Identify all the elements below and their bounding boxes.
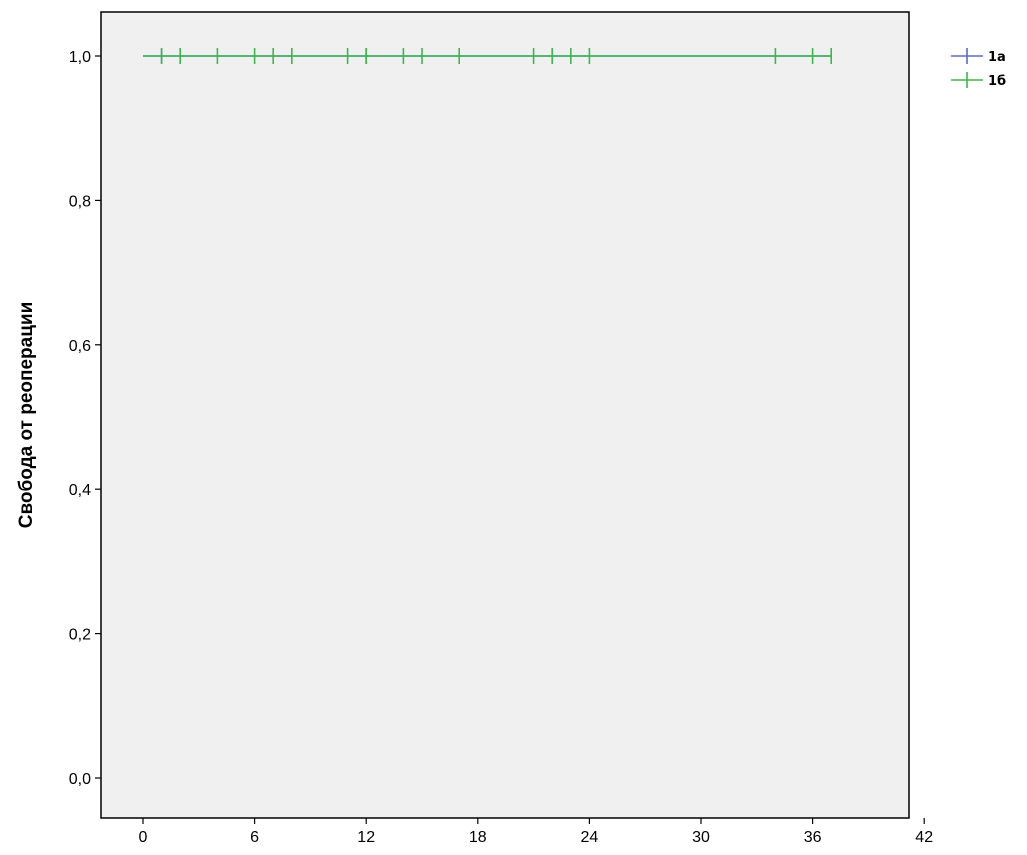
y-tick-label: 0,4	[69, 482, 91, 499]
x-tick-label: 6	[250, 829, 259, 846]
x-tick-label: 36	[804, 829, 822, 846]
legend-item: 1б	[951, 72, 1006, 89]
legend-item: 1а	[951, 48, 1006, 65]
x-tick-label: 30	[692, 829, 710, 846]
y-tick-label: 0,0	[69, 771, 91, 788]
legend: 1а 1б	[951, 48, 1006, 89]
y-axis-label: Свобода от реоперации	[16, 302, 37, 529]
x-tick-label: 42	[915, 829, 933, 846]
series-layer	[143, 48, 833, 64]
y-axis: 0,0 0,2 0,4 0,6 0,8 1,0	[69, 49, 101, 788]
x-axis: 0 6 12 18 24 30 36 42	[139, 818, 933, 846]
plot-area	[100, 11, 910, 819]
y-tick-label: 0,2	[69, 627, 91, 644]
series-2	[143, 48, 833, 64]
y-tick-label: 1,0	[69, 49, 91, 66]
x-tick-label: 12	[357, 829, 375, 846]
legend-label: 1а	[988, 50, 1006, 65]
x-tick-label: 0	[139, 829, 148, 846]
x-tick-label: 18	[469, 829, 487, 846]
y-tick-label: 0,6	[69, 338, 91, 355]
x-tick-label: 24	[581, 829, 599, 846]
y-tick-label: 0,8	[69, 193, 91, 210]
legend-label: 1б	[988, 74, 1006, 89]
